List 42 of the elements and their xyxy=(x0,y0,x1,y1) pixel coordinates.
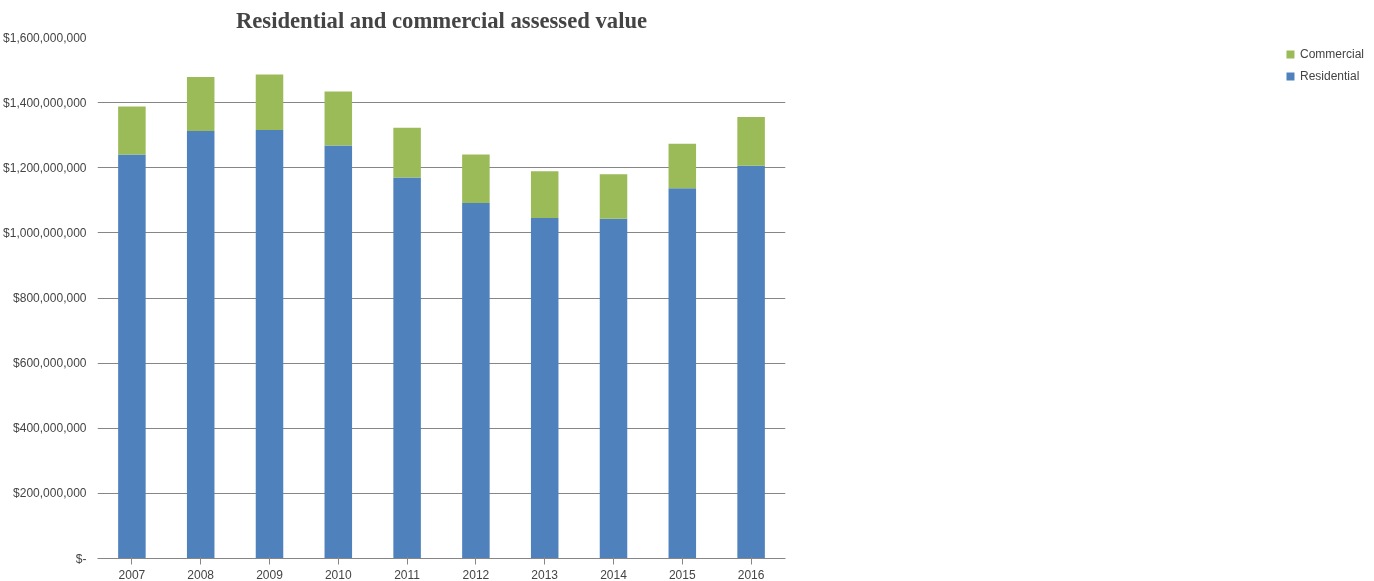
x-tick-label: 2012 xyxy=(462,567,490,581)
bar xyxy=(118,154,146,559)
bar xyxy=(462,154,490,203)
x-tick-label: 2014 xyxy=(600,567,628,581)
x-tick-label: 2011 xyxy=(394,567,421,581)
bar xyxy=(668,188,697,559)
y-tick-label: $1,400,000,000 xyxy=(3,95,87,110)
x-tick-label: 2016 xyxy=(737,567,765,581)
legend-label: Residential xyxy=(1299,69,1360,83)
legend-label: Commercial xyxy=(1299,47,1364,61)
x-tick-label: 2013 xyxy=(531,567,559,581)
bar xyxy=(118,106,146,155)
bar xyxy=(393,177,421,559)
y-tick-label: $200,000,000 xyxy=(13,486,87,501)
x-tick-label: 2010 xyxy=(324,567,352,581)
y-tick-label: $1,600,000,000 xyxy=(3,30,87,45)
y-tick-label: $600,000,000 xyxy=(13,356,87,371)
bar xyxy=(599,218,628,559)
bar xyxy=(668,143,697,189)
bar xyxy=(462,202,490,559)
x-tick-label: 2008 xyxy=(187,567,215,581)
bar xyxy=(530,217,559,559)
y-tick-label: $- xyxy=(75,551,87,566)
bar xyxy=(530,171,559,218)
bar xyxy=(737,116,765,166)
chart-title: Residential and commercial assessed value xyxy=(235,7,648,33)
y-tick-label: $400,000,000 xyxy=(13,421,87,436)
bar xyxy=(324,145,353,559)
bar xyxy=(186,130,215,559)
bar xyxy=(324,91,353,146)
y-tick-label: $1,000,000,000 xyxy=(3,225,87,240)
bar xyxy=(393,127,421,178)
bar xyxy=(255,74,284,130)
x-tick-label: 2007 xyxy=(118,567,146,581)
y-tick-label: $1,200,000,000 xyxy=(3,160,87,175)
bar xyxy=(737,165,765,559)
bar xyxy=(599,174,628,219)
x-tick-label: 2009 xyxy=(256,567,284,581)
x-tick-label: 2015 xyxy=(668,567,696,581)
y-tick-label: $800,000,000 xyxy=(13,291,87,305)
bar xyxy=(255,129,284,559)
bar xyxy=(186,76,215,131)
